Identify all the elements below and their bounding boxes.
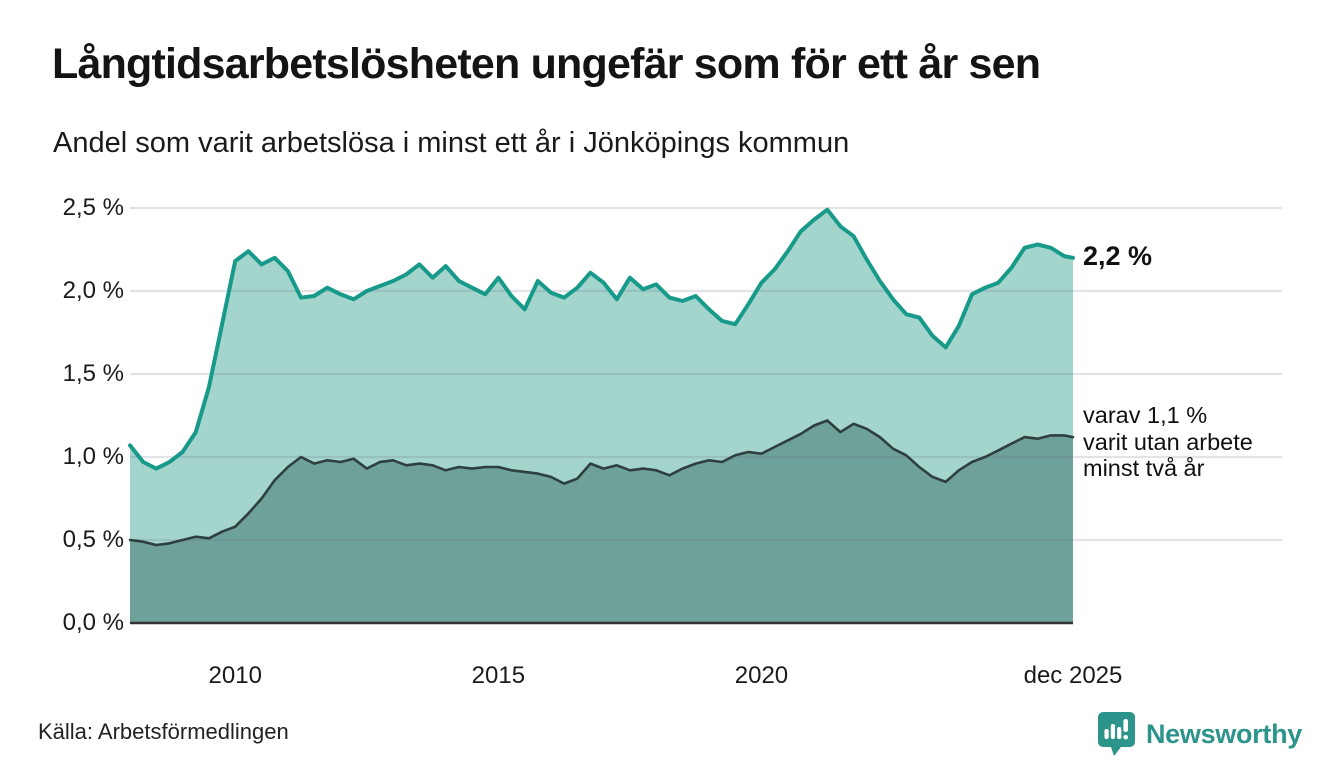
x-tick-label: 2020: [734, 662, 789, 689]
newsworthy-pin-barchart-icon: [1097, 712, 1135, 756]
line-unemployed-two-years: [128, 419, 1075, 547]
y-tick-label: 0,5 %: [62, 526, 124, 553]
page-title: Långtidsarbetslösheten ungefär som för e…: [52, 40, 1041, 88]
line-unemployed-one-year: [128, 207, 1075, 471]
latest-value-annotation: 2,2 %: [1083, 240, 1153, 271]
gridlines: [130, 206, 1282, 542]
subset-annotation-line3: minst två år: [1083, 455, 1205, 481]
source-credit: Källa: Arbetsförmedlingen: [38, 719, 289, 744]
y-tick-label: 0,0 %: [62, 609, 124, 636]
brand-name: Newsworthy: [1145, 718, 1302, 749]
page-subtitle: Andel som varit arbetslösa i minst ett å…: [53, 127, 850, 159]
y-tick-label: 1,0 %: [62, 443, 124, 470]
brand-logo: Newsworthy: [1097, 711, 1302, 757]
y-tick-label: 1,5 %: [62, 360, 124, 387]
y-tick-label: 2,0 %: [62, 277, 124, 304]
subset-value-annotation: varav 1,1 % varit utan arbete minst två …: [1083, 402, 1253, 482]
x-tick-label: dec 2025: [1023, 662, 1123, 689]
subset-annotation-line1: varav 1,1 %: [1083, 402, 1208, 428]
y-tick-label: 2,5 %: [62, 194, 124, 221]
area-unemployed-two-years: [130, 420, 1073, 623]
x-tick-label: 2015: [471, 662, 526, 689]
x-tick-label: 2010: [208, 662, 262, 689]
subset-annotation-line2: varit utan arbete: [1083, 428, 1253, 455]
